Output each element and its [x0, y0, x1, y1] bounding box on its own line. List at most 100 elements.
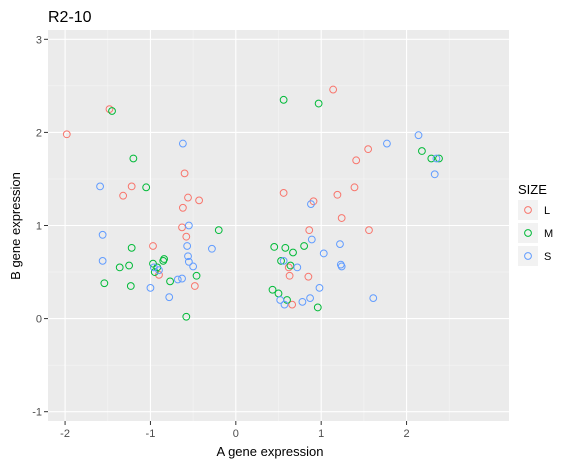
point-s	[98, 230, 107, 239]
point-l	[155, 270, 163, 279]
point-m	[289, 248, 297, 257]
point-l	[337, 214, 346, 222]
legend-label: L	[544, 205, 550, 217]
data-points	[62, 85, 443, 321]
legend-key	[518, 223, 538, 243]
point-s	[369, 294, 378, 303]
legend-key	[518, 246, 538, 266]
point-s	[155, 266, 163, 275]
point-l	[184, 193, 192, 202]
y-tick-label: -1	[32, 407, 42, 419]
point-s	[184, 252, 192, 261]
point-m	[115, 263, 124, 272]
point-m	[182, 312, 191, 321]
point-s	[279, 256, 288, 265]
legend-key-symbol	[524, 229, 532, 237]
point-l	[178, 223, 186, 232]
point-m	[279, 95, 288, 104]
point-s	[96, 182, 104, 191]
point-l	[105, 105, 114, 114]
x-tick-label: -1	[146, 428, 156, 440]
legend-key-symbol	[524, 206, 532, 214]
legend-title: SIZE	[518, 182, 547, 197]
chart-title: R2-10	[48, 9, 92, 26]
point-l	[365, 226, 373, 235]
point-m	[160, 255, 169, 263]
point-s	[184, 221, 193, 230]
point-l	[178, 203, 187, 212]
legend-label: M	[544, 228, 553, 240]
x-tick-label: -2	[60, 428, 70, 440]
y-axis-title: B gene expression	[8, 172, 23, 280]
point-s	[307, 200, 315, 208]
x-tick-label: 1	[318, 428, 324, 440]
y-axis-ticks: -1 0 1 2 3	[32, 34, 48, 419]
point-l	[333, 190, 342, 199]
point-s	[315, 283, 324, 292]
point-m	[166, 277, 174, 286]
point-s	[307, 235, 316, 244]
point-m	[100, 279, 109, 288]
point-l	[180, 169, 189, 178]
major-gridlines	[48, 30, 509, 421]
point-m	[427, 154, 436, 163]
point-l	[149, 242, 157, 250]
point-m	[142, 183, 151, 192]
point-m	[192, 271, 201, 280]
x-axis-title: A gene expression	[217, 444, 324, 459]
point-m	[150, 268, 159, 276]
point-l	[195, 196, 204, 205]
point-m	[281, 243, 290, 252]
point-l	[304, 272, 313, 281]
point-s	[146, 283, 155, 292]
point-l	[62, 130, 71, 139]
point-m	[125, 261, 134, 270]
point-s	[280, 300, 289, 309]
point-l	[329, 85, 338, 94]
point-s	[165, 293, 174, 302]
point-l	[182, 232, 191, 241]
point-l	[309, 197, 318, 206]
legend-key-symbol	[524, 252, 532, 260]
point-m	[126, 282, 135, 290]
y-tick-label: 2	[36, 127, 42, 139]
point-m	[418, 147, 426, 155]
point-s	[432, 154, 441, 163]
point-l	[127, 182, 136, 191]
point-s	[98, 256, 107, 265]
y-tick-label: 3	[36, 34, 42, 46]
point-m	[286, 261, 295, 270]
point-s	[189, 262, 198, 271]
point-l	[285, 271, 294, 280]
legend-label: S	[544, 251, 551, 263]
point-m	[313, 303, 322, 312]
point-l	[305, 226, 314, 235]
x-axis-ticks: -2 -1 0 1 2	[60, 421, 410, 440]
point-l	[288, 300, 297, 309]
point-m	[435, 154, 443, 163]
point-m	[277, 256, 285, 265]
point-s	[293, 263, 302, 272]
point-s	[319, 249, 328, 258]
point-l	[190, 282, 199, 290]
point-m	[270, 243, 279, 251]
point-m	[108, 107, 116, 115]
point-s	[178, 139, 187, 148]
legend-key	[518, 200, 538, 220]
point-m	[129, 154, 138, 163]
point-s	[208, 244, 216, 253]
point-m	[314, 99, 323, 108]
y-tick-label: 1	[36, 221, 42, 233]
point-s	[184, 257, 193, 266]
point-s	[430, 170, 439, 179]
x-tick-label: 2	[403, 428, 409, 440]
point-s	[383, 139, 391, 148]
point-m	[268, 285, 277, 294]
x-tick-label: 0	[233, 428, 239, 440]
point-m	[127, 243, 136, 252]
point-s	[337, 262, 346, 271]
y-tick-label: 0	[36, 314, 42, 326]
point-l	[350, 183, 359, 192]
point-s	[183, 242, 192, 250]
